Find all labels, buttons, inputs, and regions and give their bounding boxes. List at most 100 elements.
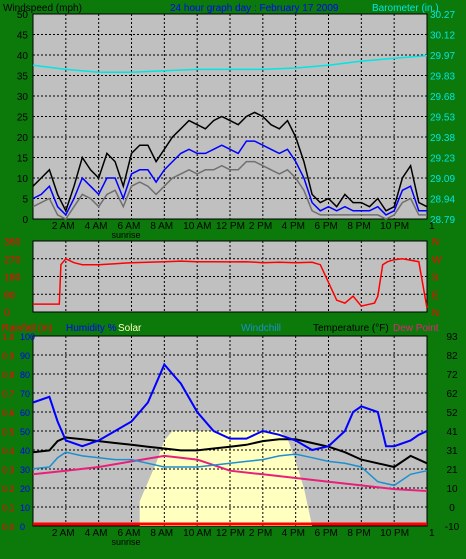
x-tick-label: 6 AM: [118, 221, 141, 232]
humidity-y-tick: 50: [20, 427, 30, 437]
rainfall-y-tick: 0.1: [2, 503, 15, 513]
humidity-y-tick: 40: [20, 446, 30, 456]
humidity-y-tick: 90: [20, 351, 30, 361]
wind-average-line: [32, 140, 427, 217]
barometer-y-tick: 30.27: [430, 10, 455, 21]
windchill-line: [32, 451, 428, 487]
wind-y-tick: 10: [17, 174, 29, 185]
barometer-y-tick: 29.23: [430, 154, 455, 165]
x-tick-label: 4 PM: [282, 528, 305, 539]
windspeed-label: Windspeed (mph): [3, 3, 82, 14]
x-tick-label: 2 AM: [52, 221, 75, 232]
barometer-y-tick: 28.94: [430, 195, 455, 206]
barometer-y-tick: 28.79: [430, 215, 455, 226]
dewpoint-line: [32, 454, 428, 492]
humidity-y-tick: 10: [20, 503, 30, 513]
direction-y-tick: 360: [4, 237, 21, 248]
sunrise-label: sunrise: [112, 230, 141, 240]
temperature-y-tick: 93: [446, 332, 458, 343]
barometer-y-tick: 29.09: [430, 174, 455, 185]
direction-y-tick: 270: [4, 255, 21, 266]
wind-y-tick: 30: [17, 92, 29, 103]
x-tick-label: 8 PM: [347, 528, 370, 539]
direction-y-tick: 90: [4, 290, 16, 301]
x-tick-label: 8 PM: [347, 221, 370, 232]
wind-y-tick: 15: [17, 154, 29, 165]
rainfall-label: Rainfall (in): [2, 323, 53, 334]
rainfall-y-tick: 0.7: [2, 389, 15, 399]
temperature-y-tick: 72: [446, 370, 458, 381]
wind-direction-line: [33, 257, 428, 309]
rainfall-y-tick: 0.6: [2, 408, 15, 418]
barometer-y-tick: 29.83: [430, 72, 455, 83]
wind-low-line: [32, 160, 427, 220]
temperature-y-tick: 52: [446, 408, 458, 419]
x-tick-label: 4 PM: [282, 221, 305, 232]
x-tick-label: 10 AM: [183, 528, 211, 539]
wind-gust-line: [32, 111, 428, 213]
rainfall-y-tick: 0.9: [2, 351, 15, 361]
x-tick-label: 2 PM: [249, 221, 272, 232]
compass-tick: W: [432, 255, 442, 266]
x-tick-label: 1: [429, 221, 435, 232]
temperature-y-tick: 41: [446, 427, 458, 438]
x-tick-label: 1: [429, 528, 435, 539]
rainfall-y-tick: 0.2: [2, 484, 15, 494]
x-tick-label: 12 PM: [216, 528, 245, 539]
graph-title: 24 hour graph day : February 17 2009: [170, 3, 339, 14]
temperature-y-tick: -10: [445, 522, 460, 533]
x-tick-label: 10 PM: [380, 221, 409, 232]
temperature-line: [32, 436, 428, 469]
barometer-y-tick: 29.68: [430, 92, 455, 103]
wind-y-tick: 35: [17, 72, 29, 83]
compass-tick: S: [432, 273, 439, 284]
x-tick-label: 4 AM: [85, 221, 108, 232]
humidity-y-tick: 80: [20, 370, 30, 380]
humidity-y-tick: 20: [20, 484, 30, 494]
wind-y-tick: 40: [17, 51, 29, 62]
compass-tick: E: [432, 290, 439, 301]
direction-y-tick: 0: [4, 308, 10, 319]
sunrise-label: sunrise: [112, 537, 141, 547]
temperature-y-tick: 62: [446, 389, 458, 400]
humidity-y-tick: 0: [20, 522, 25, 532]
x-tick-label: 6 AM: [118, 528, 141, 539]
x-tick-label: 12 PM: [216, 221, 245, 232]
rainfall-y-tick: 0.5: [2, 427, 15, 437]
barometer-y-tick: 29.53: [430, 113, 455, 124]
compass-tick: N: [432, 308, 439, 319]
humidity-y-tick: 30: [20, 465, 30, 475]
temperature-y-tick: 21: [446, 465, 458, 476]
barometer-y-tick: 29.97: [430, 51, 455, 62]
humidity-label: Humidity %: [66, 323, 117, 334]
windchill-label: Windchill: [241, 323, 281, 334]
wind-panel: 0 5 10 15 20 25 30 35 40 45 50 28.79 28.94 29.09 29.23…: [17, 10, 456, 240]
x-tick-label: 8 AM: [150, 528, 173, 539]
wind-y-tick: 45: [17, 31, 29, 42]
humidity-y-tick: 70: [20, 389, 30, 399]
temperature-panel: 0.00.10.20.30.40.50.60.70.80.91.00102030…: [2, 332, 460, 547]
wind-y-tick: 0: [22, 215, 28, 226]
temperature-y-tick: 0: [449, 503, 455, 514]
humidity-y-tick: 100: [20, 332, 35, 342]
direction-y-tick: 180: [4, 273, 21, 284]
x-tick-label: 6 PM: [315, 528, 338, 539]
x-tick-label: 2 AM: [52, 528, 75, 539]
humidity-y-tick: 60: [20, 408, 30, 418]
x-tick-label: 10 AM: [183, 221, 211, 232]
x-tick-label: 8 AM: [150, 221, 173, 232]
rainfall-y-tick: 0.3: [2, 465, 15, 475]
barometer-line: [32, 54, 428, 73]
x-tick-label: 4 AM: [85, 528, 108, 539]
solar-label: Solar: [118, 323, 142, 334]
temperature-y-tick: 10: [446, 484, 458, 495]
wind-y-tick: 5: [22, 195, 28, 206]
temperature-y-tick: 31: [446, 446, 458, 457]
rainfall-y-tick: 0.8: [2, 370, 15, 380]
x-tick-label: 10 PM: [380, 528, 409, 539]
rainfall-y-tick: 0.4: [2, 446, 15, 456]
rainfall-y-tick: 0.0: [2, 522, 15, 532]
humidity-line: [32, 362, 428, 452]
